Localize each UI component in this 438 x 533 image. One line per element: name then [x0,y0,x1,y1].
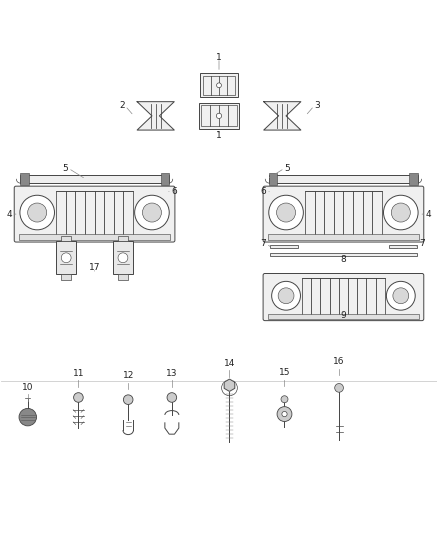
Circle shape [134,195,169,230]
Circle shape [142,203,162,222]
Polygon shape [137,102,174,130]
Text: 6: 6 [261,187,266,196]
Text: 6: 6 [172,187,177,196]
Bar [201,74,237,98]
Text: 16: 16 [333,357,345,366]
Circle shape [269,195,304,230]
Circle shape [276,203,296,222]
Bar [113,241,133,274]
Bar [198,103,240,129]
Circle shape [272,281,300,310]
Bar [302,278,385,316]
Text: 4: 4 [7,209,12,219]
Text: 3: 3 [314,101,320,110]
Polygon shape [224,379,235,391]
Bar [269,190,418,193]
Circle shape [74,393,83,402]
Circle shape [20,195,54,230]
Circle shape [393,288,409,304]
Text: 5: 5 [285,164,290,173]
Bar [20,190,169,193]
Bar [201,106,237,126]
Bar [19,234,170,240]
Text: 8: 8 [341,255,346,264]
Bar [268,234,419,240]
Text: 14: 14 [224,359,235,368]
Bar [269,173,277,185]
Text: 1: 1 [216,131,222,140]
Bar [56,191,133,237]
Text: 5: 5 [63,164,68,173]
Bar [270,253,417,256]
Text: 10: 10 [22,383,34,392]
Text: 17: 17 [89,263,100,272]
Circle shape [335,384,343,392]
Circle shape [167,393,177,402]
FancyBboxPatch shape [14,186,175,242]
Bar [203,76,235,95]
Circle shape [281,395,288,403]
Text: 11: 11 [73,369,84,378]
Bar [118,274,128,280]
Text: 13: 13 [166,369,177,378]
Circle shape [391,203,410,222]
Bar [20,175,169,183]
Circle shape [386,281,415,310]
Bar [118,236,128,241]
Bar [410,173,418,185]
Text: 7: 7 [261,239,266,248]
Circle shape [28,203,47,222]
Circle shape [118,253,128,263]
Circle shape [278,288,294,304]
FancyBboxPatch shape [263,273,424,321]
Circle shape [61,253,71,263]
Circle shape [277,407,292,422]
Text: 2: 2 [120,101,125,110]
Text: 4: 4 [426,209,431,219]
Bar [270,245,297,248]
Text: 1: 1 [216,53,222,62]
Polygon shape [264,102,301,130]
Bar [269,175,418,183]
Bar [161,173,169,185]
Circle shape [19,408,36,426]
FancyBboxPatch shape [263,186,424,242]
Bar [305,191,382,237]
Bar [61,274,71,280]
Circle shape [282,411,287,417]
Text: 9: 9 [341,311,346,320]
Text: 7: 7 [419,239,425,248]
Bar [20,173,28,185]
Bar [61,236,71,241]
Bar [268,313,419,319]
Bar [389,245,417,248]
Circle shape [217,83,221,88]
Circle shape [216,113,222,118]
Circle shape [124,395,133,405]
Text: 15: 15 [279,368,290,377]
Bar [57,241,76,274]
Text: 12: 12 [123,371,134,380]
Circle shape [384,195,418,230]
